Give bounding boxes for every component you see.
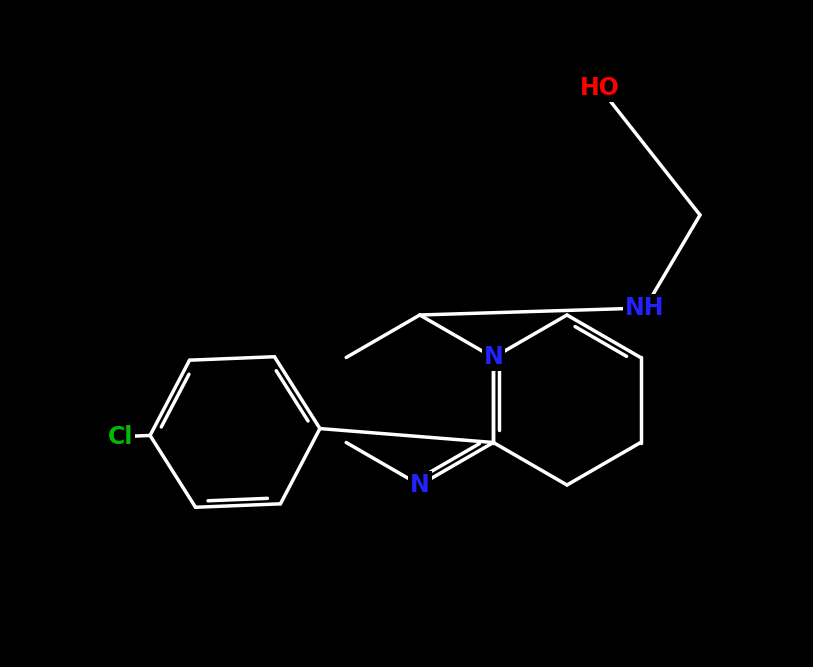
Text: N: N [484,346,503,370]
Text: HO: HO [580,76,620,100]
Text: N: N [410,473,430,497]
Text: Cl: Cl [107,425,133,449]
Text: NH: NH [625,296,665,320]
